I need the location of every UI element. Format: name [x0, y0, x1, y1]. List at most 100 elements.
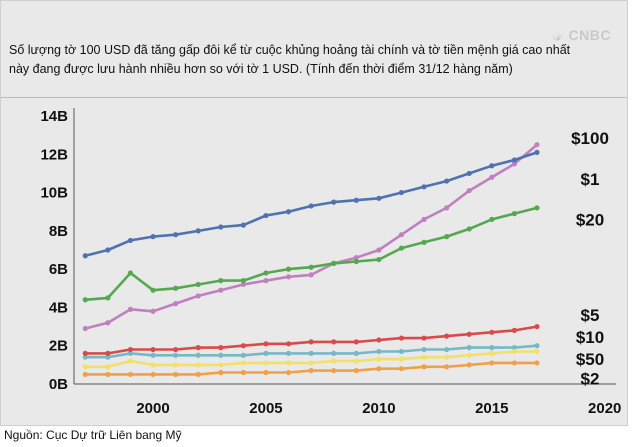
data-point [421, 184, 427, 190]
data-point [308, 339, 314, 345]
data-point [353, 368, 359, 374]
data-point [489, 350, 495, 356]
data-point [444, 234, 450, 240]
series-$50 [82, 348, 540, 370]
data-point [331, 350, 337, 356]
data-point [105, 364, 111, 370]
x-tick-label: 2020 [588, 400, 621, 417]
data-point [240, 352, 246, 358]
y-axis-ticks: 0B 2B 4B 6B 8B 10B 12B 14B [40, 108, 68, 393]
data-point [511, 157, 517, 163]
data-point [218, 287, 224, 293]
series-label: $5 [581, 306, 600, 325]
data-point [127, 237, 134, 244]
data-point [421, 216, 427, 222]
y-tick-label: 4B [49, 299, 68, 316]
data-point [263, 360, 269, 366]
data-point [511, 348, 517, 355]
data-point [173, 371, 179, 378]
data-point [105, 354, 111, 360]
data-point [105, 295, 111, 301]
data-point [308, 350, 314, 356]
title-divider [1, 97, 627, 98]
data-point [331, 260, 337, 266]
data-point [376, 348, 382, 355]
peacock-icon [550, 31, 563, 41]
data-point [534, 360, 540, 366]
data-point [240, 222, 246, 228]
x-axis-ticks: 2000 2005 2010 2015 2020 [136, 400, 621, 417]
data-point [173, 301, 179, 307]
data-point [489, 174, 495, 180]
data-point [466, 226, 472, 232]
data-point [308, 360, 314, 366]
data-point [331, 199, 337, 205]
data-point [376, 247, 382, 253]
y-tick-label: 12B [40, 146, 68, 163]
data-point [195, 371, 201, 378]
data-point [218, 278, 224, 284]
data-point [218, 369, 224, 376]
series-label: $10 [576, 328, 604, 347]
data-point [150, 287, 156, 293]
data-point [218, 345, 224, 351]
data-point [285, 360, 292, 366]
data-point [444, 205, 450, 211]
x-tick-label: 2005 [249, 400, 282, 417]
data-point [376, 337, 382, 343]
data-point [421, 364, 427, 370]
data-point [511, 211, 517, 217]
data-point [82, 350, 88, 356]
data-point [421, 335, 427, 341]
data-point [150, 371, 156, 378]
data-point [308, 264, 314, 270]
data-point [263, 270, 269, 276]
series-label: $1 [581, 170, 600, 189]
data-point [127, 371, 134, 378]
data-point [466, 170, 472, 177]
data-point [195, 362, 201, 368]
data-point [376, 356, 382, 362]
series-$5 [82, 343, 540, 360]
data-point [308, 368, 314, 374]
series-label: $100 [571, 129, 609, 148]
data-point [127, 358, 134, 364]
data-point [173, 352, 179, 358]
series-$100 [82, 142, 540, 332]
chart-card: CNBC Số lượng tờ 100 USD đã tăng gấp đôi… [0, 0, 628, 426]
data-point [285, 266, 292, 272]
data-point [489, 163, 495, 169]
data-point [105, 371, 111, 378]
data-point [218, 352, 224, 358]
cnbc-wordmark: CNBC [568, 27, 611, 43]
data-point [353, 350, 359, 356]
data-point [82, 253, 88, 259]
data-point [331, 358, 337, 364]
series-$2 [82, 360, 540, 378]
data-point [331, 339, 337, 345]
data-point [263, 212, 269, 219]
data-point [466, 352, 472, 358]
data-point [240, 281, 246, 288]
data-point [150, 346, 156, 353]
data-point [534, 142, 540, 148]
data-point [331, 368, 337, 374]
data-point [398, 189, 405, 196]
data-point [466, 331, 472, 337]
data-point [466, 362, 472, 368]
data-point [353, 258, 359, 265]
data-point [444, 178, 450, 184]
data-point [150, 352, 156, 358]
data-point [489, 329, 495, 335]
data-point [150, 234, 156, 240]
data-point [534, 149, 540, 155]
x-tick-label: 2010 [362, 400, 395, 417]
data-point [285, 369, 292, 376]
data-point [195, 345, 201, 351]
data-point [173, 285, 179, 291]
data-point [511, 345, 517, 351]
series-label: $20 [576, 210, 604, 229]
data-point [240, 343, 246, 349]
data-point [398, 245, 405, 251]
data-point [444, 364, 450, 370]
